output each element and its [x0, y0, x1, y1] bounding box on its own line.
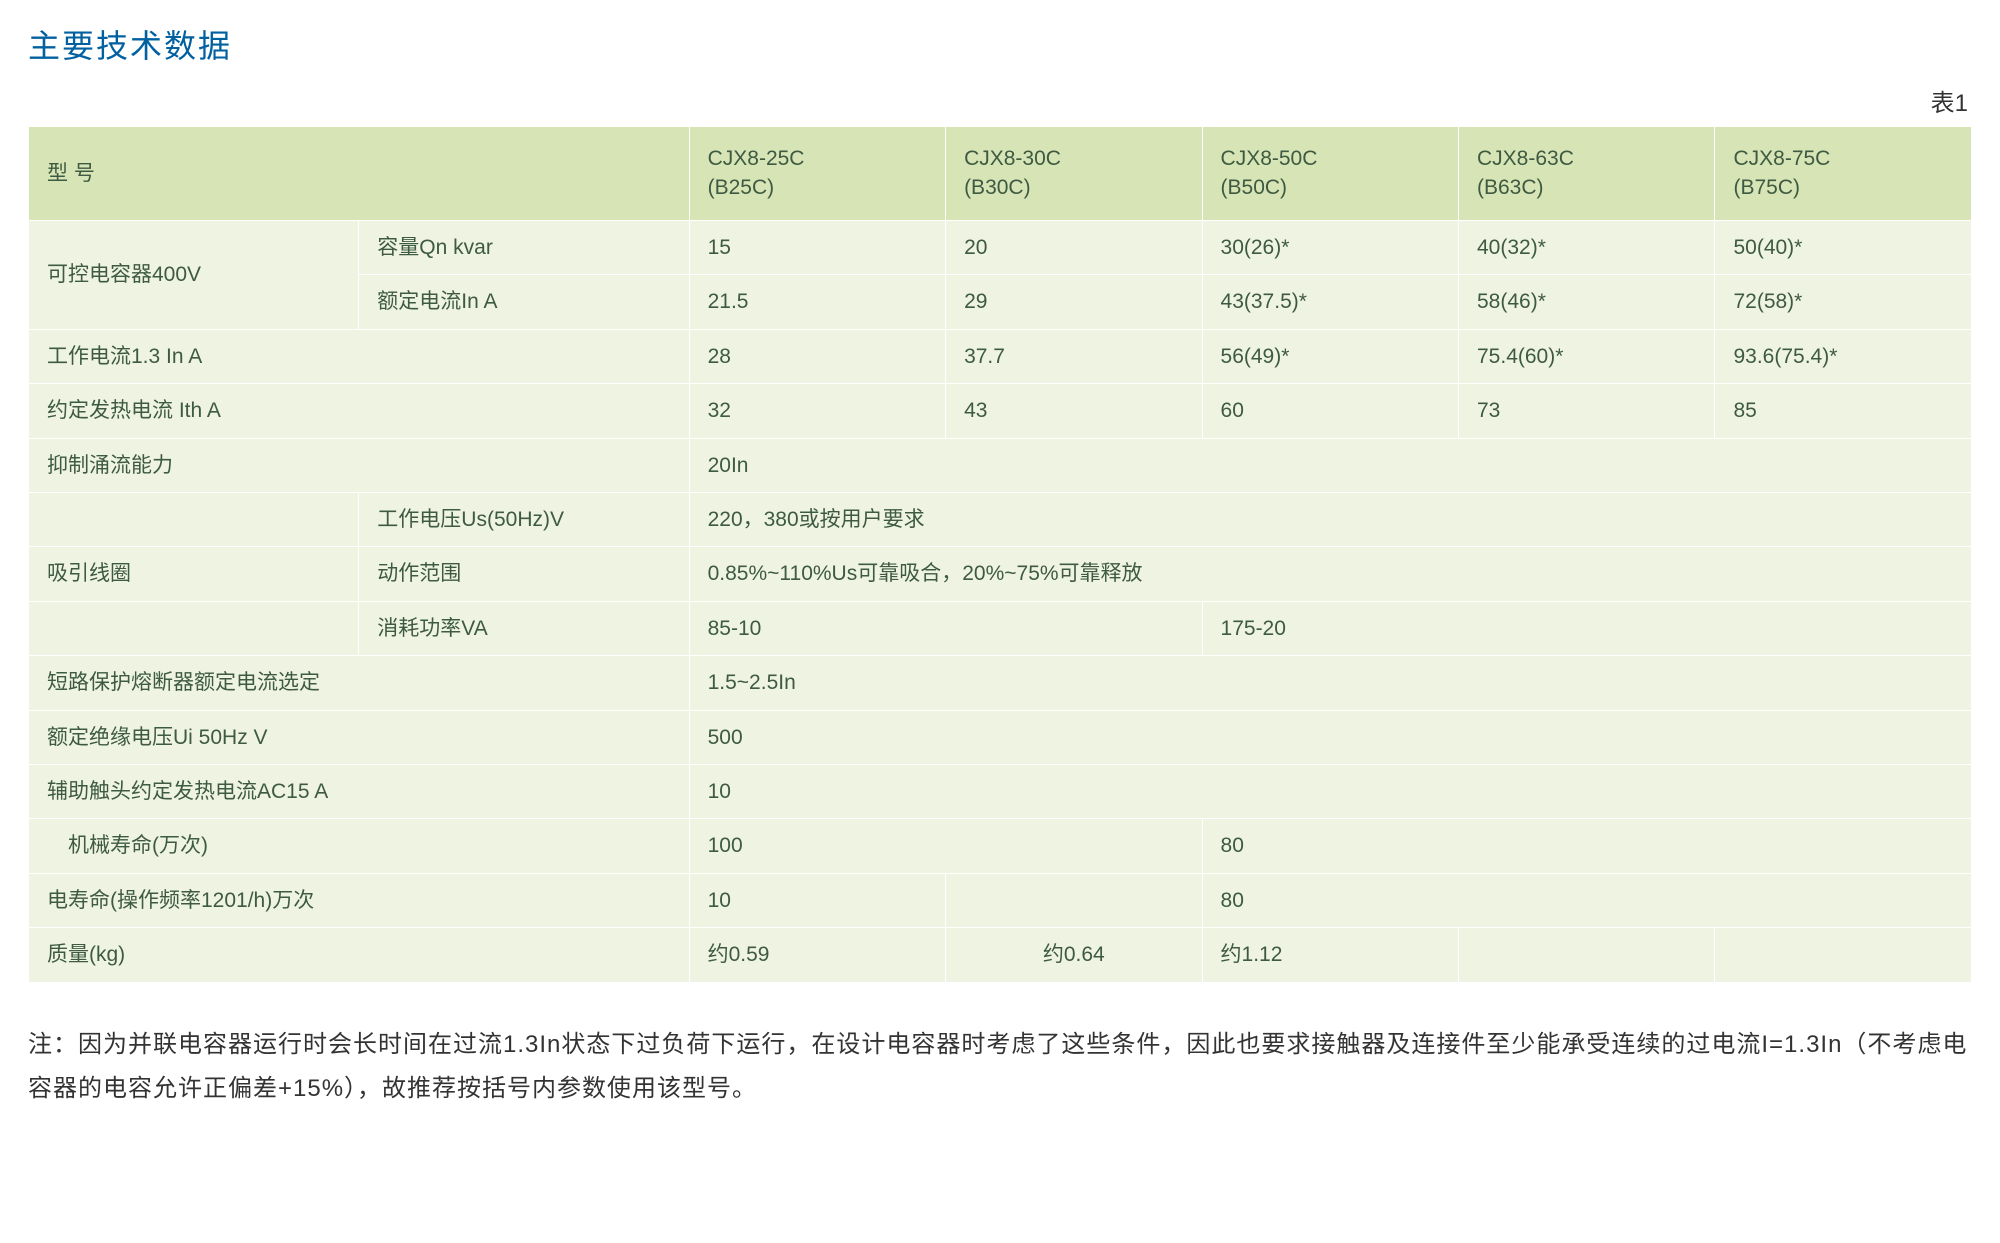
- col-header: CJX8-75C(B75C): [1715, 127, 1972, 221]
- col-header: CJX8-25C(B25C): [689, 127, 945, 221]
- cell: 29: [946, 275, 1202, 329]
- row-group-spacer: [29, 601, 359, 655]
- section-title: 主要技术数据: [28, 24, 1972, 69]
- table-row: 工作电压Us(50Hz)V 220，380或按用户要求: [29, 493, 1972, 547]
- row-label: 短路保护熔断器额定电流选定: [29, 656, 690, 710]
- cell: 15: [689, 221, 945, 275]
- table-row: 质量(kg) 约0.59 约0.64 约1.12: [29, 928, 1972, 982]
- cell: 43: [946, 384, 1202, 438]
- row-label: 约定发热电流 Ith A: [29, 384, 690, 438]
- cell: 50(40)*: [1715, 221, 1972, 275]
- row-label: 抑制涌流能力: [29, 438, 690, 492]
- cell: 500: [689, 710, 1971, 764]
- row-label: 额定绝缘电压Ui 50Hz V: [29, 710, 690, 764]
- row-label: 消耗功率VA: [359, 601, 689, 655]
- cell: 约0.64: [946, 928, 1202, 982]
- cell: 37.7: [946, 329, 1202, 383]
- table-caption: 表1: [28, 87, 1972, 121]
- cell: 220，380或按用户要求: [689, 493, 1971, 547]
- cell: 100: [689, 819, 1202, 873]
- cell: 80: [1202, 873, 1971, 927]
- row-label: 质量(kg): [29, 928, 690, 982]
- table-row: 抑制涌流能力 20In: [29, 438, 1972, 492]
- cell: 10: [689, 764, 1971, 818]
- cell: [946, 873, 1202, 927]
- row-group-label: 可控电容器400V: [29, 221, 359, 330]
- cell: 0.85%~110%Us可靠吸合，20%~75%可靠释放: [689, 547, 1971, 601]
- cell: 10: [689, 873, 945, 927]
- cell: 43(37.5)*: [1202, 275, 1458, 329]
- col-header: CJX8-50C(B50C): [1202, 127, 1458, 221]
- table-header-row: 型 号 CJX8-25C(B25C) CJX8-30C(B30C) CJX8-5…: [29, 127, 1972, 221]
- cell: 75.4(60)*: [1459, 329, 1715, 383]
- cell: 85-10: [689, 601, 1202, 655]
- cell: 30(26)*: [1202, 221, 1458, 275]
- cell: 72(58)*: [1715, 275, 1972, 329]
- table-row: 吸引线圈 动作范围 0.85%~110%Us可靠吸合，20%~75%可靠释放: [29, 547, 1972, 601]
- row-group-label: 吸引线圈: [29, 547, 359, 601]
- table-row: 辅助触头约定发热电流AC15 A 10: [29, 764, 1972, 818]
- footnote: 注：因为并联电容器运行时会长时间在过流1.3In状态下过负荷下运行，在设计电容器…: [28, 1023, 1972, 1112]
- cell: 1.5~2.5In: [689, 656, 1971, 710]
- col-header: CJX8-63C(B63C): [1459, 127, 1715, 221]
- row-group-spacer: [29, 493, 359, 547]
- row-label: 额定电流In A: [359, 275, 689, 329]
- cell: 28: [689, 329, 945, 383]
- table-row: 电寿命(操作频率1201/h)万次 10 80: [29, 873, 1972, 927]
- cell: 56(49)*: [1202, 329, 1458, 383]
- cell: 约1.12: [1202, 928, 1458, 982]
- cell: 175-20: [1202, 601, 1971, 655]
- cell: 58(46)*: [1459, 275, 1715, 329]
- cell: 20: [946, 221, 1202, 275]
- cell: 约0.59: [689, 928, 945, 982]
- cell: 21.5: [689, 275, 945, 329]
- cell: 32: [689, 384, 945, 438]
- table-row: 消耗功率VA 85-10 175-20: [29, 601, 1972, 655]
- cell: [1459, 928, 1715, 982]
- table-row: 约定发热电流 Ith A 32 43 60 73 85: [29, 384, 1972, 438]
- row-label: 电寿命(操作频率1201/h)万次: [29, 873, 690, 927]
- cell: 85: [1715, 384, 1972, 438]
- row-label: 机械寿命(万次): [29, 819, 690, 873]
- cell: 93.6(75.4)*: [1715, 329, 1972, 383]
- cell: 73: [1459, 384, 1715, 438]
- table-row: 工作电流1.3 In A 28 37.7 56(49)* 75.4(60)* 9…: [29, 329, 1972, 383]
- table-row: 额定绝缘电压Ui 50Hz V 500: [29, 710, 1972, 764]
- col-header: CJX8-30C(B30C): [946, 127, 1202, 221]
- cell: 80: [1202, 819, 1971, 873]
- cell: 40(32)*: [1459, 221, 1715, 275]
- row-label: 工作电流1.3 In A: [29, 329, 690, 383]
- table-row: 可控电容器400V 容量Qn kvar 15 20 30(26)* 40(32)…: [29, 221, 1972, 275]
- row-label: 辅助触头约定发热电流AC15 A: [29, 764, 690, 818]
- cell: [1715, 928, 1972, 982]
- cell: 60: [1202, 384, 1458, 438]
- cell: 20In: [689, 438, 1971, 492]
- row-label: 容量Qn kvar: [359, 221, 689, 275]
- table-row: 机械寿命(万次) 100 80: [29, 819, 1972, 873]
- table-row: 短路保护熔断器额定电流选定 1.5~2.5In: [29, 656, 1972, 710]
- spec-table: 型 号 CJX8-25C(B25C) CJX8-30C(B30C) CJX8-5…: [28, 126, 1972, 982]
- header-model: 型 号: [29, 127, 690, 221]
- row-label: 工作电压Us(50Hz)V: [359, 493, 689, 547]
- row-label: 动作范围: [359, 547, 689, 601]
